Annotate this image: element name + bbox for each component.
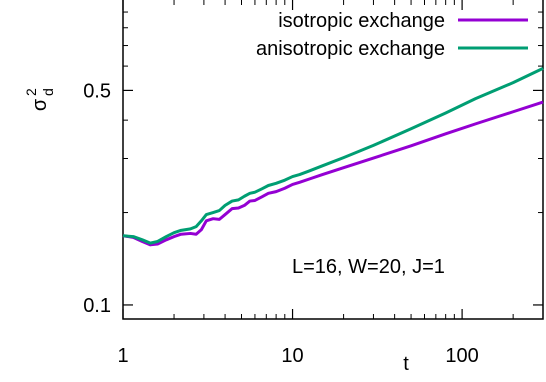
- y-tick-label: 0.5: [83, 80, 111, 102]
- series-layer: [122, 66, 544, 247]
- parameter-annotation: L=16, W=20, J=1: [292, 256, 445, 278]
- y-axis-label: σ 2 d: [23, 88, 56, 111]
- x-axis-label: t: [403, 353, 409, 375]
- y-tick-label: 0.1: [83, 295, 111, 317]
- series-line-isotropic: [122, 100, 544, 247]
- y-axis-label-sup: 2: [23, 88, 39, 96]
- svg-text:σ: σ: [29, 98, 51, 111]
- x-tick-label: 100: [445, 345, 478, 367]
- legend: isotropic exchange anisotropic exchange: [256, 10, 528, 60]
- y-axis-label-sub: d: [40, 88, 56, 96]
- legend-label-anisotropic: anisotropic exchange: [256, 38, 445, 60]
- y-axis-label-base: σ: [29, 98, 51, 111]
- x-tick-label: 10: [281, 345, 303, 367]
- legend-label-isotropic: isotropic exchange: [278, 10, 445, 32]
- ticks-layer: 1 10 100 0.1 0.5: [83, 0, 544, 367]
- x-tick-label: 1: [117, 345, 128, 367]
- series-line-anisotropic: [122, 66, 544, 245]
